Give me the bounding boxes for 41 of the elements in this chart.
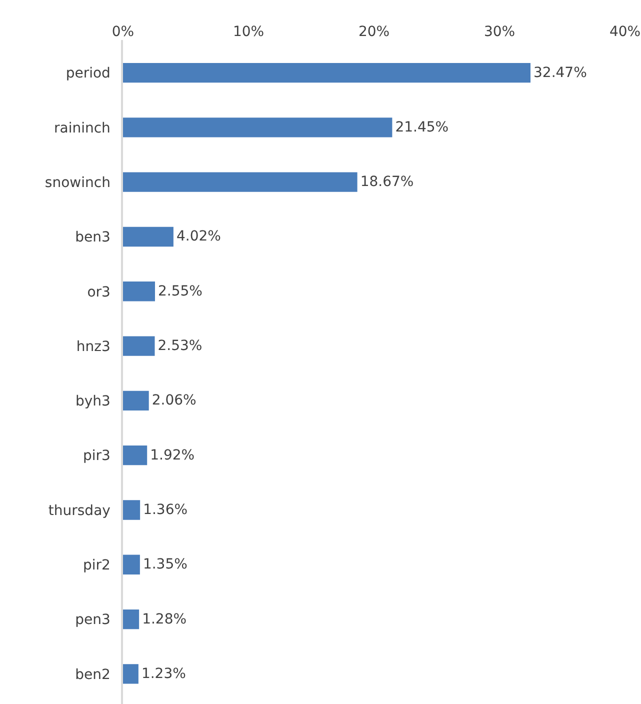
data-label: 1.28%	[142, 611, 187, 628]
data-label: 32.47%	[534, 64, 587, 81]
y-tick-label: or3	[87, 284, 110, 300]
bar	[123, 226, 174, 247]
x-tick-label: 20%	[358, 24, 390, 40]
y-tick-label: raininch	[54, 120, 110, 136]
data-label: 1.92%	[150, 447, 195, 464]
bar	[123, 390, 149, 411]
x-tick-label: 30%	[484, 24, 516, 40]
y-tick-label: ben3	[75, 230, 110, 246]
data-label: 1.35%	[142, 556, 188, 573]
y-tick-label: snowinch	[44, 174, 110, 191]
y-tick-label: period	[66, 66, 110, 82]
bar	[123, 336, 155, 356]
data-label: 4.02%	[176, 228, 221, 245]
data-label: 2.53%	[158, 338, 202, 354]
x-tick-label: 0%	[112, 24, 134, 40]
bar	[123, 554, 140, 574]
bar	[123, 609, 140, 630]
bar	[123, 282, 155, 302]
y-tick-label: byh3	[75, 394, 110, 410]
bar	[123, 62, 530, 83]
bar	[123, 118, 392, 138]
data-label: 1.23%	[141, 666, 186, 682]
bar	[123, 500, 140, 520]
data-label: 2.06%	[152, 392, 196, 409]
y-tick-label: pir2	[82, 558, 110, 574]
bar	[123, 664, 138, 684]
data-label: 21.45%	[395, 119, 449, 136]
x-tick-label: 40%	[609, 24, 641, 40]
y-tick-label: pir3	[82, 448, 110, 464]
bar	[123, 172, 358, 192]
y-tick-label: ben2	[75, 666, 110, 683]
data-label: 1.36%	[143, 502, 188, 518]
bar	[123, 446, 148, 466]
data-label: 2.55%	[158, 283, 202, 300]
x-tick-label: 10%	[232, 24, 264, 40]
data-label: 18.67%	[360, 174, 414, 190]
y-tick-label: thursday	[48, 502, 110, 519]
y-tick-label: hnz3	[76, 338, 110, 355]
y-tick-label: pen3	[75, 612, 110, 628]
